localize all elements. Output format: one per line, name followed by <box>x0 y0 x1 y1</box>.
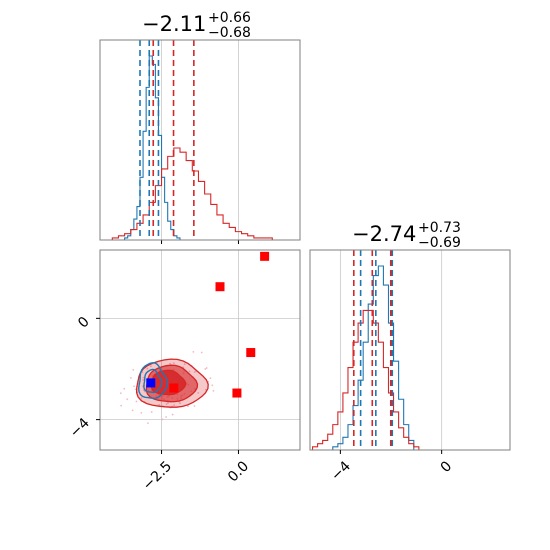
diag0-title-median: −2.11 <box>142 12 206 36</box>
joint-red-marker <box>246 348 256 358</box>
diag0-title-lower: −0.68 <box>208 25 251 41</box>
joint-frame <box>99 249 301 451</box>
joint-scatter-point <box>193 371 196 373</box>
joint-scatter-point <box>132 368 135 371</box>
joint-scatter-point <box>167 402 169 404</box>
joint-scatter-point <box>120 404 123 407</box>
joint-scatter-point <box>192 350 195 353</box>
diag1-title: −2.74 +0.73 −0.69 <box>352 220 461 251</box>
diag1-background <box>310 250 510 450</box>
diag0-histograms <box>111 55 273 240</box>
joint-background <box>100 250 300 450</box>
joint-red-marker <box>260 251 270 261</box>
joint-blue-marker <box>146 378 156 388</box>
joint-scatter-point <box>187 405 189 408</box>
joint-scatter-point <box>150 411 153 413</box>
diag1-title-median: −2.74 <box>352 222 416 246</box>
joint-blue-contour <box>137 362 169 400</box>
joint-scatter-point <box>131 409 134 412</box>
joint-red-marker <box>215 282 225 292</box>
diag0-hist-blue <box>124 55 181 240</box>
joint-y-tick-label: −4 <box>67 415 93 441</box>
diag1-histograms <box>311 265 420 450</box>
diag1-x-ticks: −4 0 <box>328 450 455 484</box>
joint-scatter-point <box>169 362 172 365</box>
joint-scatter-point <box>133 385 135 388</box>
joint-scatter-point <box>161 418 164 421</box>
joint-scatter-point <box>200 351 203 354</box>
joint-scatter-point <box>123 387 126 390</box>
joint-scatter-point <box>165 403 168 405</box>
joint-scatter-point <box>165 416 167 418</box>
joint-scatter-point <box>142 379 145 381</box>
joint-scatter-point <box>209 377 212 380</box>
joint-scatter-point <box>197 391 200 394</box>
joint-scatter-point <box>211 384 214 387</box>
joint-scatter-point <box>146 422 149 425</box>
diag0-panel <box>99 39 301 244</box>
joint-scatter-point <box>183 363 186 366</box>
joint-scatter-point <box>135 400 138 403</box>
joint-red-contours <box>135 358 209 408</box>
joint-scatter-point <box>146 367 149 370</box>
diag0-frame <box>99 39 301 241</box>
joint-red-marker <box>232 388 242 398</box>
joint-scatter-point <box>188 370 191 373</box>
diag1-quantile-lines <box>352 250 394 450</box>
diag0-background <box>100 40 300 240</box>
diag1-title-upper: +0.73 <box>418 220 461 236</box>
joint-grid <box>100 250 300 450</box>
joint-scatter-point <box>179 402 181 405</box>
diag1-frame <box>309 249 511 451</box>
diag0-title: −2.11 +0.66 −0.68 <box>142 10 251 41</box>
joint-scatter-point <box>204 368 207 370</box>
joint-scatter-point <box>212 389 215 392</box>
joint-scatter-point <box>173 404 176 407</box>
joint-scatter-point <box>140 411 143 414</box>
diag0-quantile-lines <box>139 40 195 240</box>
joint-scatter-point <box>158 403 161 406</box>
diag1-x-tick-label: −4 <box>328 458 354 484</box>
joint-blue-contours <box>137 362 169 400</box>
diag1-x-tick-label: 0 <box>438 458 456 476</box>
joint-scatter-point <box>172 362 175 365</box>
joint-scatter-point <box>193 405 196 407</box>
joint-x-ticks: −2.5 0.0 <box>140 450 252 494</box>
joint-scatter-point <box>140 397 143 399</box>
joint-y-ticks: 0 −4 <box>67 314 100 441</box>
diag0-title-upper: +0.66 <box>208 10 251 26</box>
diag1-hist-red <box>311 309 420 450</box>
diag1-title-lower: −0.69 <box>418 235 461 251</box>
joint-scatter-point <box>205 367 208 369</box>
joint-blue-contour <box>143 368 163 394</box>
joint-scatter-point <box>134 388 137 391</box>
joint-scatter-point <box>149 365 152 368</box>
joint-x-tick-label: 0.0 <box>225 458 252 485</box>
diag1-panel: −4 0 <box>309 249 511 484</box>
joint-y-tick-label: 0 <box>75 314 93 332</box>
diag0-hist-red <box>111 147 273 240</box>
joint-markers <box>146 251 270 398</box>
joint-scatter-point <box>129 376 132 379</box>
joint-panel: −2.5 0.0 0 −4 <box>67 249 301 494</box>
joint-red-marker <box>169 383 179 393</box>
joint-scatter-point <box>126 398 129 401</box>
joint-scatter-point <box>171 413 174 416</box>
diag1-grid <box>339 250 443 450</box>
diag1-hist-blue <box>332 265 415 450</box>
joint-x-tick-label: −2.5 <box>140 458 175 493</box>
joint-scatter-point <box>119 392 122 395</box>
joint-scatter-point <box>142 376 145 379</box>
